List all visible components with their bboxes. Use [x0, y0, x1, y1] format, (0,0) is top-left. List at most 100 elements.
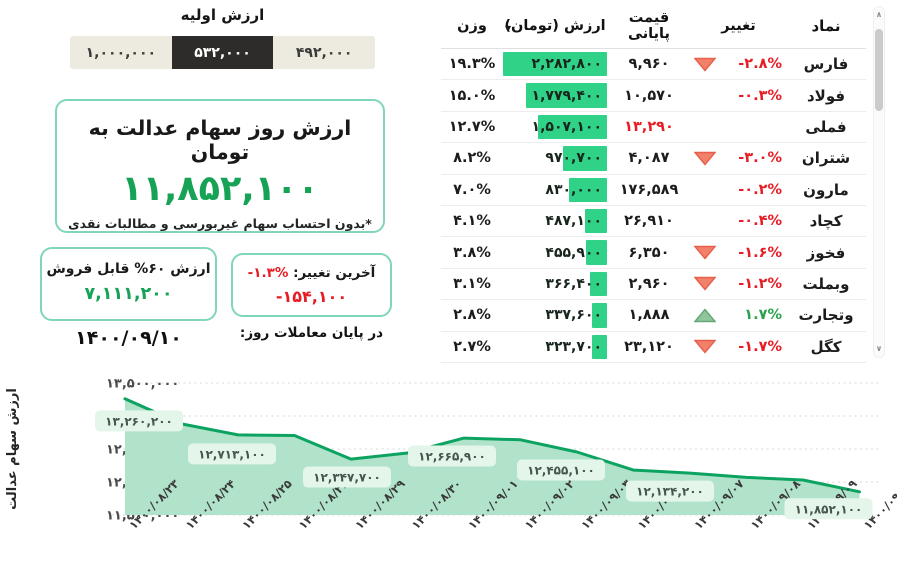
table-scrollbar[interactable]: ∧ ∨	[873, 6, 885, 358]
value-cell: ۳۳۷,۶۰۰	[503, 300, 607, 330]
scroll-down-icon[interactable]: ∨	[875, 344, 883, 353]
header-closing-price[interactable]: قیمت پایانی	[628, 10, 670, 42]
portfolio-table: نماد تغییر قیمت پایانی ارزش (تومان) ▼ وز…	[441, 4, 866, 363]
table-row: کچاد -۰.۴% ۲۶,۹۱۰ ۴۸۷,۱۰۰ ۴.۱%	[441, 206, 866, 238]
weight-value: ۱۹.۳%	[448, 56, 496, 73]
closing-price-cell: ۲,۹۶۰	[607, 276, 691, 292]
scroll-up-icon[interactable]: ∧	[875, 10, 883, 19]
date-value: ۱۴۰۰/۰۹/۱۰	[75, 327, 182, 349]
initial-value-option-2[interactable]: ۴۹۲,۰۰۰	[273, 36, 375, 69]
closing-price-value: ۴,۰۸۷	[628, 150, 670, 167]
table-row: مارون -۰.۲% ۱۷۶,۵۸۹ ۸۳۰,۰۰۰ ۷.۰%	[441, 175, 866, 206]
trend-line	[123, 397, 861, 494]
weight-value: ۷.۰%	[453, 181, 491, 198]
table-row: فملی ۱۳,۲۹۰ ۱,۵۰۷,۱۰۰ ۱۲.۷%	[441, 112, 866, 144]
change-cell	[691, 119, 786, 135]
symbol-cell: فارس	[803, 55, 849, 74]
current-value-card: ارزش روز سهام عدالت به تومان ۱۱,۸۵۲,۱۰۰ …	[55, 99, 385, 233]
last-change-amount: -۱۵۴,۱۰۰	[275, 287, 348, 306]
sort-descending-icon: ▼	[505, 24, 512, 33]
value-cell: ۸۳۰,۰۰۰	[503, 175, 607, 205]
change-percent: -۱.۷%	[738, 338, 782, 355]
change-percent: -۱.۶%	[738, 244, 782, 261]
weight-value: ۲.۸%	[453, 307, 491, 324]
value-text: ۳۶۶,۴۰۰	[545, 275, 602, 292]
value-text: ۱,۵۰۷,۱۰۰	[531, 118, 602, 135]
value-bar	[590, 271, 607, 297]
table-row: شتران -۳.۰% ۴,۰۸۷ ۹۷۰,۷۰۰ ۸.۲%	[441, 143, 866, 175]
change-cell: ۱.۷%	[691, 307, 786, 323]
symbol-cell: فخوز	[806, 243, 846, 262]
sellable-value-title: ارزش ۶۰% قابل فروش	[46, 261, 211, 277]
value-bar	[592, 334, 607, 359]
weight-value: ۳.۱%	[453, 275, 491, 292]
closing-price-cell: ۱,۸۸۸	[607, 307, 691, 323]
change-arrow-icon	[692, 119, 718, 135]
current-value-amount: ۱۱,۸۵۲,۱۰۰	[121, 169, 319, 209]
closing-price-value: ۲۶,۹۱۰	[624, 213, 674, 230]
value-cell: ۱,۷۷۹,۴۰۰	[503, 80, 607, 110]
down-arrow-icon	[692, 339, 718, 355]
closing-price-value: ۱,۸۸۸	[628, 307, 670, 324]
symbol-cell: کچاد	[809, 212, 843, 231]
change-percent: -۱.۲%	[738, 275, 782, 292]
symbol-cell: فولاد	[806, 86, 846, 105]
last-change-card: آخرین تغییر: -۱.۳% -۱۵۴,۱۰۰	[231, 253, 392, 317]
value-cell: ۲,۲۸۲,۸۰۰	[503, 49, 607, 79]
change-percent: -۳.۰%	[738, 150, 782, 167]
closing-price-cell: ۱۷۶,۵۸۹	[607, 182, 691, 198]
change-percent: -۲.۸%	[738, 56, 782, 73]
scrollbar-thumb[interactable]	[875, 29, 883, 111]
weight-value: ۱۲.۷%	[448, 118, 496, 135]
closing-price-value: ۱۰,۵۷۰	[624, 87, 674, 104]
initial-value-option-0[interactable]: ۱,۰۰۰,۰۰۰	[70, 36, 172, 69]
closing-price-value: ۶,۳۵۰	[628, 244, 670, 261]
initial-value-option-1[interactable]: ۵۳۲,۰۰۰	[171, 36, 274, 69]
down-arrow-icon	[692, 245, 718, 261]
header-value[interactable]: ارزش (تومان) ▼	[503, 18, 607, 34]
sellable-value-card: ارزش ۶۰% قابل فروش ۷,۱۱۱,۲۰۰	[40, 247, 217, 321]
point-label-chip	[517, 459, 605, 481]
value-bar	[592, 303, 607, 328]
change-cell: -۳.۰%	[691, 150, 786, 166]
value-cell: ۹۷۰,۷۰۰	[503, 143, 607, 173]
value-cell: ۴۵۵,۹۰۰	[503, 237, 607, 267]
weight-cell: ۸.۲%	[441, 150, 503, 166]
weight-value: ۱۵.۰%	[448, 87, 496, 104]
change-arrow-icon	[692, 182, 718, 198]
weight-cell: ۱۵.۰%	[441, 88, 503, 104]
weight-value: ۳.۸%	[453, 244, 491, 261]
value-bar	[538, 114, 607, 140]
closing-price-cell: ۲۳,۱۲۰	[607, 339, 691, 355]
change-cell: -۱.۶%	[691, 245, 786, 261]
value-bar	[586, 240, 607, 265]
change-percent: -۰.۳%	[738, 87, 782, 104]
header-change[interactable]: تغییر	[721, 18, 756, 34]
weight-cell: ۳.۸%	[441, 245, 503, 261]
point-label-chip	[95, 410, 183, 432]
change-cell: -۰.۲%	[691, 182, 786, 198]
point-label-chip	[303, 466, 391, 488]
value-bar	[503, 52, 607, 77]
trend-chart-area: ۱۳,۵۰۰,۰۰۰۱۳,۰۰۰,۰۰۰۱۲,۵۰۰,۰۰۰۱۲,۰۰۰,۰۰۰…	[0, 372, 897, 570]
value-bar	[526, 83, 607, 108]
closing-price-cell: ۶,۳۵۰	[607, 245, 691, 261]
point-label-chip	[784, 498, 873, 520]
closing-price-value: ۹,۹۶۰	[628, 56, 670, 73]
value-text: ۳۲۳,۷۰۰	[545, 338, 602, 355]
y-axis-tick: ۱۳,۵۰۰,۰۰۰	[106, 377, 179, 392]
point-label-chip	[408, 445, 496, 467]
point-label-chip	[188, 443, 276, 465]
down-arrow-icon	[692, 150, 718, 166]
down-arrow-icon	[692, 276, 718, 292]
weight-value: ۴.۱%	[453, 213, 491, 230]
header-weight[interactable]: وزن	[457, 18, 487, 34]
symbol-cell: وبملت	[802, 274, 850, 293]
value-text: ۴۵۵,۹۰۰	[545, 244, 602, 261]
change-percent: -۰.۴%	[738, 213, 782, 230]
value-text: ۴۸۷,۱۰۰	[545, 213, 602, 230]
header-symbol[interactable]: نماد	[811, 17, 841, 35]
closing-price-cell: ۱۰,۵۷۰	[607, 88, 691, 104]
change-cell: -۰.۴%	[691, 213, 786, 229]
change-arrow-icon	[692, 88, 718, 104]
